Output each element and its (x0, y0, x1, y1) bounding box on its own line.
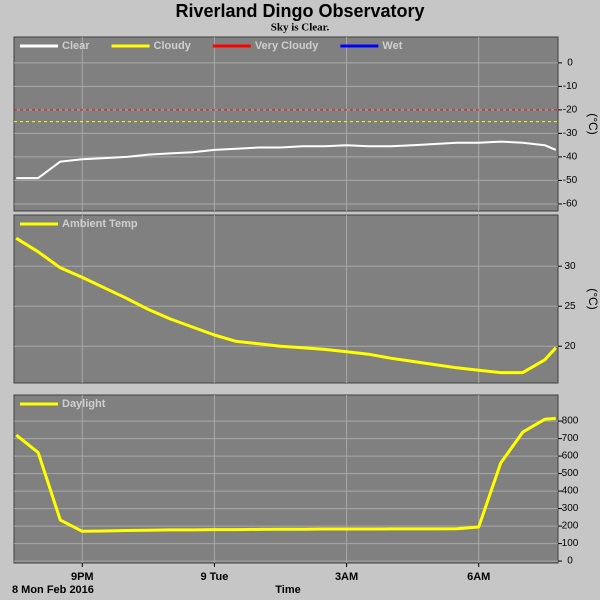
y-tick-label: 500 (562, 468, 579, 479)
y-tick-label: 0 (567, 556, 573, 567)
x-tick-label: 9 Tue (200, 571, 228, 583)
y-tick-label: 0 (567, 58, 573, 69)
series-line (16, 140, 557, 180)
y-tick-label: 20 (564, 341, 576, 352)
y-tick-label: -30 (563, 128, 578, 139)
y-tick-label: -20 (563, 105, 578, 116)
y-tick-label: 400 (562, 486, 579, 497)
y-tick-label: 300 (562, 503, 579, 514)
legend-label: Very Cloudy (255, 40, 319, 52)
legend-label: Ambient Temp (62, 218, 138, 230)
x-tick-label: 9PM (71, 571, 94, 583)
y-tick-label: -40 (563, 152, 578, 163)
legend-label: Daylight (62, 398, 106, 410)
legend-label: Clear (62, 40, 90, 52)
y-tick-label: -60 (563, 199, 578, 210)
y-axis-label: (°C) (586, 288, 600, 309)
y-tick-label: 700 (562, 433, 579, 444)
y-tick-label: 100 (562, 538, 579, 549)
series-line (15, 416, 556, 533)
series-line (15, 236, 557, 375)
plot-area (13, 394, 559, 564)
y-tick-label: -10 (563, 81, 578, 92)
chart-title: Riverland Dingo Observatory (175, 1, 424, 21)
y-tick-label: 200 (562, 521, 579, 532)
plot-area (13, 36, 559, 212)
x-tick-label: 6AM (467, 571, 490, 583)
y-axis-label: (°C) (586, 113, 600, 134)
y-tick-label: 25 (564, 301, 576, 312)
y-tick-label: 800 (562, 416, 579, 427)
legend-label: Cloudy (154, 40, 192, 52)
legend-label: Wet (382, 40, 402, 52)
y-tick-label: 30 (564, 261, 576, 272)
y-tick-label: -50 (563, 175, 578, 186)
y-tick-label: 600 (562, 451, 579, 462)
plot-area (13, 214, 559, 384)
date-label: 8 Mon Feb 2016 (12, 584, 94, 596)
x-axis-label: Time (275, 584, 300, 596)
x-tick-label: 3AM (335, 571, 358, 583)
chart-subtitle: Sky is Clear. (271, 22, 330, 34)
